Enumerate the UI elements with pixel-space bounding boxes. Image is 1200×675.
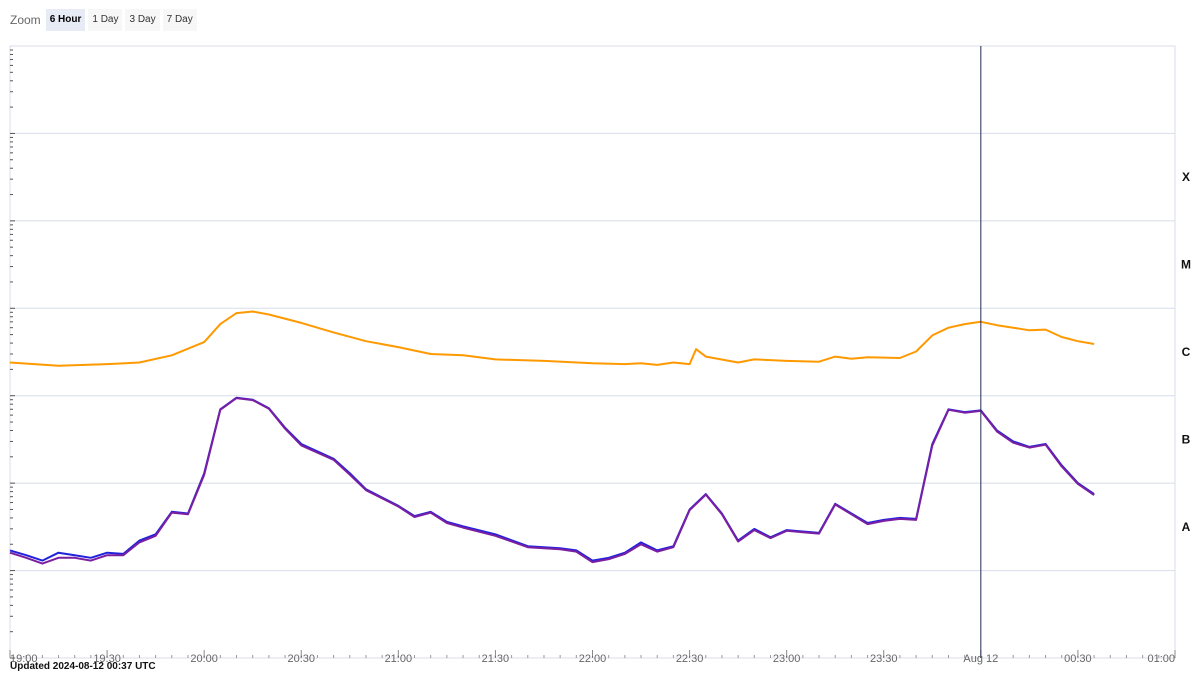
flare-class-label: C xyxy=(1182,345,1191,359)
zoom-6-hour-button[interactable]: 6 Hour xyxy=(45,9,86,31)
series-lines xyxy=(9,46,1095,658)
plot-frame xyxy=(9,45,1176,659)
zoom-label: Zoom xyxy=(10,13,41,27)
x-tick-labels: 19:00 19:30 20:00 20:30 21:00 21:30 22:00 22:30… xyxy=(10,653,1175,665)
updated-timestamp: Updated 2024-08-12 00:37 UTC xyxy=(10,661,156,672)
x-tick-label: 20:00 xyxy=(190,653,218,665)
x-tick-label: 00:30 xyxy=(1064,653,1092,665)
flare-class-label: M xyxy=(1181,258,1191,272)
flare-class-label: A xyxy=(1182,520,1191,534)
flare-class-labels: X M C B A xyxy=(1181,170,1191,534)
flare-class-label: B xyxy=(1182,432,1191,446)
x-tick-label: 23:30 xyxy=(870,653,898,665)
x-tick-label: 21:00 xyxy=(385,653,413,665)
x-tick-label: 20:30 xyxy=(287,653,315,665)
x-tick-label: 23:00 xyxy=(773,653,801,665)
zoom-control: Zoom 6 Hour 1 Day 3 Day 7 Day xyxy=(10,8,200,32)
x-tick-label: 01:00 xyxy=(1147,653,1175,665)
x-tick-label: 22:30 xyxy=(676,653,704,665)
x-tick-label: 22:00 xyxy=(579,653,607,665)
zoom-3-day-button[interactable]: 3 Day xyxy=(125,9,160,31)
series-line-1 xyxy=(9,396,1095,562)
zoom-1-day-button[interactable]: 1 Day xyxy=(88,9,123,31)
flare-class-label: X xyxy=(1182,170,1190,184)
series-line-0 xyxy=(9,310,1095,367)
grid-lines xyxy=(9,45,1176,659)
x-tick-label: 19:00 xyxy=(10,653,38,665)
zoom-7-day-button[interactable]: 7 Day xyxy=(162,9,197,31)
series-line-2 xyxy=(9,397,1095,565)
x-tick-label: 19:30 xyxy=(93,653,121,665)
x-tick-label: Aug 12 xyxy=(963,653,998,665)
x-tick-label: 21:30 xyxy=(482,653,510,665)
axes xyxy=(9,49,1176,659)
